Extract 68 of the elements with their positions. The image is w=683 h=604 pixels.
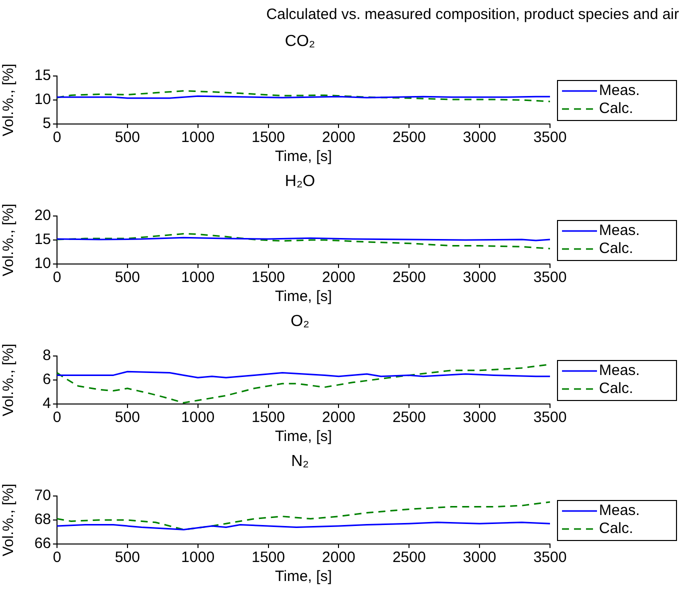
chart-title: Calculated vs. measured composition, product species and air (265, 5, 680, 25)
x-tick-label: 3000 (462, 409, 496, 426)
x-tick-label: 1000 (181, 409, 215, 426)
legend-label: Meas. (599, 502, 640, 520)
x-tick-label: 2000 (322, 269, 356, 286)
x-tick-label: 3500 (533, 129, 567, 146)
y-tick-label: 15 (34, 231, 51, 248)
x-tick-label: 2000 (322, 409, 356, 426)
chart-title: N₂ (290, 452, 310, 472)
x-tick-label: 3500 (533, 549, 567, 566)
x-axis-title: Time, [s] (275, 148, 332, 166)
y-tick-label: 8 (42, 347, 51, 364)
y-tick-label: 70 (34, 487, 51, 504)
x-axis-title: Time, [s] (275, 428, 332, 446)
legend-label: Meas. (599, 82, 640, 100)
y-tick-label: 15 (34, 67, 51, 84)
legend-label: Calc. (599, 100, 634, 118)
chart-title: H₂O (284, 172, 316, 192)
legend-label: Calc. (599, 380, 634, 398)
x-tick-label: 1000 (181, 129, 215, 146)
x-tick-label: 2500 (392, 129, 426, 146)
y-tick-label: 66 (34, 535, 51, 552)
legend-label: Calc. (599, 520, 634, 538)
y-tick-label: 20 (34, 207, 51, 224)
y-tick-label: 5 (42, 115, 51, 132)
y-axis-title: Vol.%., [%] (0, 204, 18, 276)
y-tick-label: 68 (34, 511, 51, 528)
x-tick-label: 0 (52, 549, 62, 566)
x-tick-label: 1000 (181, 269, 215, 286)
y-tick-label: 6 (42, 371, 51, 388)
x-tick-label: 3500 (533, 269, 567, 286)
x-tick-label: 2500 (392, 549, 426, 566)
x-tick-label: 1500 (252, 549, 285, 566)
x-tick-label: 3000 (462, 549, 496, 566)
line-series (57, 90, 550, 102)
x-tick-label: 500 (114, 549, 140, 566)
x-tick-label: 500 (114, 129, 140, 146)
x-axis-title: Time, [s] (275, 288, 332, 306)
y-axis-title: Vol.%., [%] (0, 64, 18, 136)
x-tick-label: 500 (114, 409, 140, 426)
x-tick-label: 0 (52, 409, 62, 426)
x-tick-label: 1500 (252, 129, 285, 146)
x-tick-label: 1000 (181, 549, 215, 566)
x-tick-label: 3000 (462, 269, 496, 286)
x-tick-label: 3000 (462, 129, 496, 146)
y-axis-title: Vol.%., [%] (0, 484, 18, 556)
x-tick-label: 2000 (322, 549, 356, 566)
x-tick-label: 2000 (322, 129, 356, 146)
legend-label: Calc. (599, 240, 634, 258)
x-tick-label: 3500 (533, 409, 567, 426)
x-tick-label: 1500 (252, 409, 285, 426)
line-series (57, 501, 550, 530)
legend-label: Meas. (599, 222, 640, 240)
y-axis-title: Vol.%., [%] (0, 344, 18, 416)
y-tick-label: 10 (34, 255, 51, 272)
y-tick-label: 4 (42, 395, 51, 412)
line-series (57, 233, 550, 250)
y-tick-label: 10 (34, 91, 51, 108)
x-tick-label: 500 (114, 269, 140, 286)
chart-subtitle: CO₂ (284, 32, 316, 52)
legend-label: Meas. (599, 362, 640, 380)
x-tick-label: 1500 (252, 269, 285, 286)
x-tick-label: 2500 (392, 269, 426, 286)
chart-title: O₂ (290, 312, 310, 332)
x-tick-label: 2500 (392, 409, 426, 426)
x-tick-label: 0 (52, 269, 62, 286)
x-axis-title: Time, [s] (275, 568, 332, 586)
x-tick-label: 0 (52, 129, 62, 146)
